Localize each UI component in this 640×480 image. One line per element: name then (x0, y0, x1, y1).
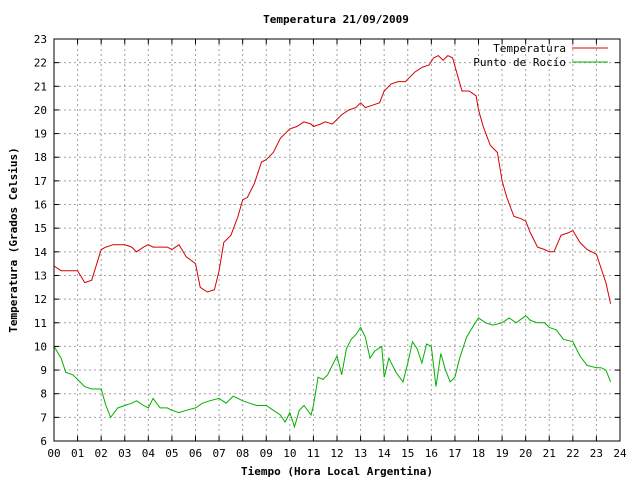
x-axis-label: Tiempo (Hora Local Argentina) (241, 465, 433, 478)
y-tick-label: 6 (40, 435, 47, 448)
chart-title: Temperatura 21/09/2009 (263, 13, 409, 26)
x-tick-label: 08 (236, 447, 249, 460)
y-tick-label: 11 (34, 317, 47, 330)
x-tick-label: 19 (495, 447, 508, 460)
x-tick-label: 06 (189, 447, 202, 460)
x-tick-label: 22 (566, 447, 579, 460)
y-tick-label: 23 (34, 33, 47, 46)
y-tick-label: 10 (34, 340, 47, 353)
x-tick-label: 18 (472, 447, 485, 460)
x-tick-label: 24 (613, 447, 627, 460)
x-tick-label: 01 (71, 447, 84, 460)
y-tick-label: 20 (34, 104, 47, 117)
x-tick-label: 21 (543, 447, 556, 460)
grid (54, 39, 620, 441)
y-tick-label: 9 (40, 364, 47, 377)
x-tick-label: 07 (212, 447, 225, 460)
y-tick-label: 13 (34, 269, 47, 282)
y-tick-label: 8 (40, 388, 47, 401)
y-tick-label: 14 (34, 246, 48, 259)
y-tick-label: 16 (34, 199, 47, 212)
x-tick-label: 16 (425, 447, 438, 460)
x-tick-label: 02 (95, 447, 108, 460)
y-tick-label: 17 (34, 175, 47, 188)
x-tick-label: 10 (283, 447, 296, 460)
legend-label: Punto de Rocío (473, 56, 566, 69)
x-tick-label: 23 (590, 447, 603, 460)
x-tick-label: 14 (378, 447, 392, 460)
y-tick-label: 12 (34, 293, 47, 306)
x-tick-label: 15 (401, 447, 414, 460)
y-tick-label: 19 (34, 128, 47, 141)
x-tick-label: 13 (354, 447, 367, 460)
x-tick-label: 17 (448, 447, 461, 460)
axis-ticks: 00 01 02 03 04 05 06 07 08 09 10 11 12 13 14 15 16 17 18 19… (34, 33, 627, 460)
legend-label: Temperatura (493, 42, 566, 55)
x-tick-label: 11 (307, 447, 320, 460)
y-tick-label: 22 (34, 57, 47, 70)
x-tick-label: 12 (330, 447, 343, 460)
x-tick-label: 03 (118, 447, 131, 460)
y-axis-label: Temperatura (Grados Celsius) (7, 147, 20, 332)
y-tick-label: 18 (34, 151, 47, 164)
y-tick-label: 21 (34, 80, 47, 93)
series-lines (53, 54, 612, 429)
x-tick-label: 00 (47, 447, 60, 460)
x-tick-label: 20 (519, 447, 532, 460)
y-tick-label: 15 (34, 222, 47, 235)
series-line-0 (53, 54, 612, 304)
x-tick-label: 04 (142, 447, 156, 460)
x-tick-label: 09 (260, 447, 273, 460)
y-tick-label: 7 (40, 411, 47, 424)
series-line-1 (53, 315, 612, 429)
x-tick-label: 05 (165, 447, 178, 460)
